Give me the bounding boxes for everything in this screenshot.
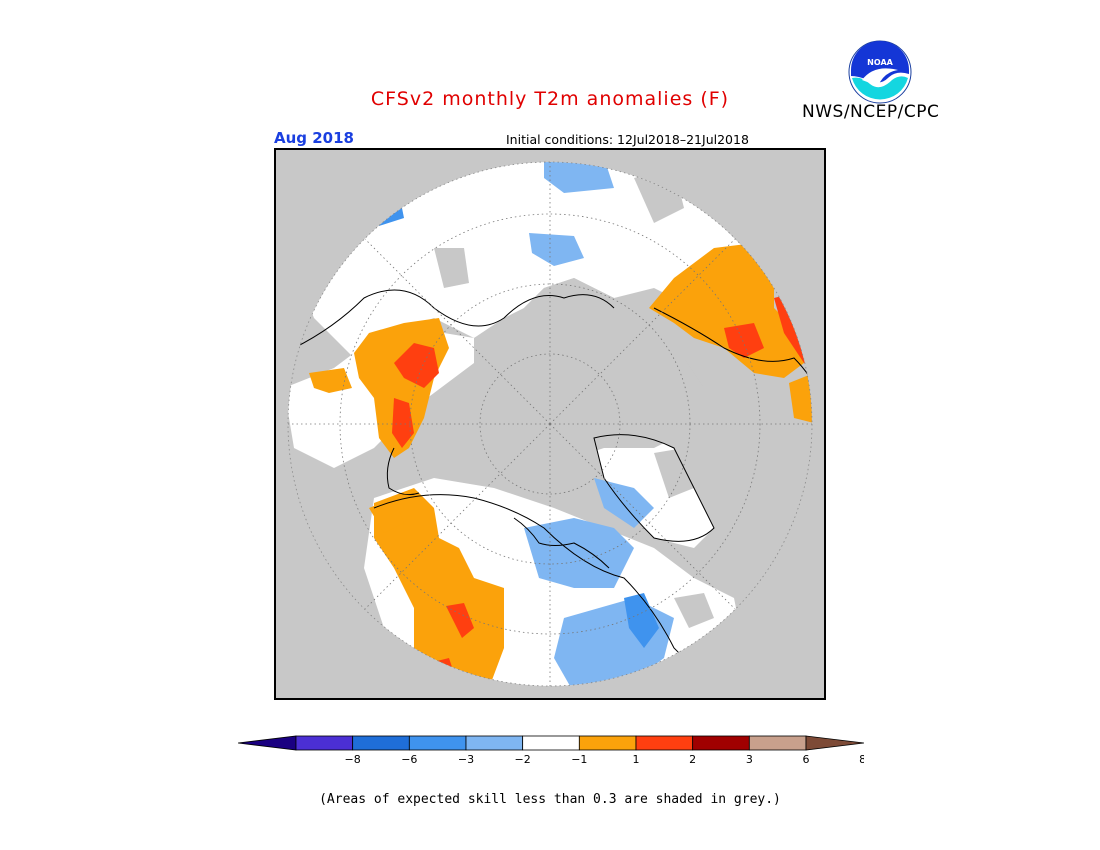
colorbar: −8 −6 −3 −2 −1 1 2 3 6 8 <box>238 735 864 766</box>
anomaly-europe-red-south <box>392 398 414 448</box>
colorbar-high-arrow <box>805 735 864 751</box>
colorbar-tick-label: −1 <box>571 753 587 766</box>
skill-footnote: (Areas of expected skill less than 0.3 a… <box>319 792 781 807</box>
map-disc-outline <box>287 161 813 687</box>
anomaly-map <box>274 148 826 700</box>
anomaly-western-canada-orange <box>374 488 504 686</box>
chart-title: CFSv2 monthly T2m anomalies (F) <box>370 88 730 110</box>
colorbar-swatch <box>408 735 467 751</box>
colorbar-low-arrow <box>238 735 297 751</box>
anomaly-europe-orange-west <box>309 368 352 393</box>
map-frame <box>274 148 826 700</box>
colorbar-swatch <box>295 735 354 751</box>
colorbar-swatch <box>578 735 637 751</box>
anomaly-china-red <box>724 323 764 358</box>
anomaly-labrador-blue <box>624 593 659 648</box>
anomaly-siberia-blue-south <box>529 233 584 266</box>
colorbar-swatch <box>352 735 410 751</box>
colorbar-swatches <box>238 735 864 751</box>
colorbar-swatch <box>692 735 750 751</box>
noaa-logo-icon: NOAA <box>848 40 912 104</box>
graticule <box>288 162 812 686</box>
low-skill-patch-pacific <box>674 593 714 628</box>
colorbar-tick-label: −8 <box>345 753 361 766</box>
colorbar-tick-label: −2 <box>515 753 531 766</box>
anomaly-east-asia-orange <box>649 243 804 378</box>
colorbar-tick-label: 1 <box>633 753 640 766</box>
colorbar-tick-label: −6 <box>401 753 417 766</box>
colorbar-swatch <box>522 735 580 751</box>
colorbar-tick-label: 8 <box>859 753 864 766</box>
colorbar-tick-label: 2 <box>689 753 696 766</box>
colorbar-tick-label: 6 <box>803 753 810 766</box>
arctic-ocean <box>474 278 704 468</box>
colorbar-swatch <box>748 735 807 751</box>
initial-conditions: Initial conditions: 12Jul2018–21Jul2018 <box>506 132 749 147</box>
logo-text: NOAA <box>867 58 893 67</box>
anomaly-canada-red <box>446 603 474 638</box>
low-skill-patch-north <box>434 248 469 288</box>
colorbar-swatch <box>635 735 694 751</box>
colorbar-tick-label: 3 <box>746 753 753 766</box>
colorbar-tick-label: −3 <box>458 753 474 766</box>
colorbar-ticks: −8 −6 −3 −2 −1 1 2 3 6 8 <box>345 753 864 766</box>
anomaly-greenland-blue <box>594 478 654 528</box>
anomaly-japan-orange <box>789 373 812 423</box>
low-skill-patch-greenland <box>654 448 694 498</box>
agency-label: NWS/NCEP/CPC <box>802 102 940 122</box>
colorbar-swatch <box>465 735 524 751</box>
forecast-month: Aug 2018 <box>274 129 354 147</box>
land-greenland <box>594 428 714 548</box>
anomaly-europe-red <box>394 343 439 388</box>
